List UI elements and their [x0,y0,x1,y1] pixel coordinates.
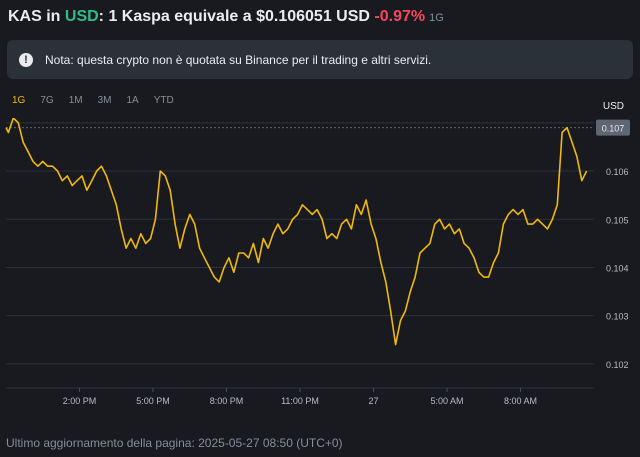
quote-currency-link[interactable]: USD [64,8,99,25]
current-price-label: 0.107 [602,124,625,134]
notice-text: Nota: questa crypto non è quotata su Bin… [45,52,432,67]
tab-1g[interactable]: 1G [12,95,26,106]
tab-1a[interactable]: 1A [126,95,139,106]
price-text: : 1 Kaspa equivale a $0.106051 USD [98,8,375,25]
tab-3m[interactable]: 3M [97,95,112,106]
exclamation-icon: ! [19,52,33,67]
x-tick-label: 8:00 PM [210,396,244,406]
tab-7g[interactable]: 7G [40,95,54,106]
in-word: in [41,8,65,25]
current-price-badge [596,119,630,136]
y-tick-label: 0.106 [606,167,629,177]
unit-label: USD [602,101,624,112]
y-tick-label: 0.105 [606,215,629,225]
notice-banner: ! Nota: questa crypto non è quotata su B… [7,40,633,79]
x-tick-label: 2:00 PM [63,396,97,406]
x-tick-label: 8:00 AM [504,396,537,406]
timeframe-label: 1G [429,12,444,24]
y-tick-label: 0.104 [606,263,629,273]
tab-1m[interactable]: 1M [68,95,83,106]
timeframe-tabs: 1G 7G 1M 3M 1A YTD [12,95,189,106]
price-change: -0.97% [374,8,426,25]
last-updated: Ultimo aggiornamento della pagina: 2025-… [6,436,343,450]
x-tick-label: 5:00 PM [136,396,170,406]
price-chart[interactable]: 0.107 0.106 0.105 0.104 0.103 0.102 2:00 PM 5:0… [0,118,640,413]
y-tick-label: 0.102 [606,360,629,370]
price-line [5,118,588,346]
y-tick-label: 0.103 [606,312,629,322]
tab-ytd[interactable]: YTD [153,95,174,106]
x-tick-label: 11:00 PM [281,396,319,406]
page-title: KAS in USD: 1 Kaspa equivale a $0.106051… [8,8,444,26]
x-tick-label: 5:00 AM [430,396,463,406]
coin-symbol: KAS [8,8,42,25]
x-tick-label: 27 [368,396,378,406]
